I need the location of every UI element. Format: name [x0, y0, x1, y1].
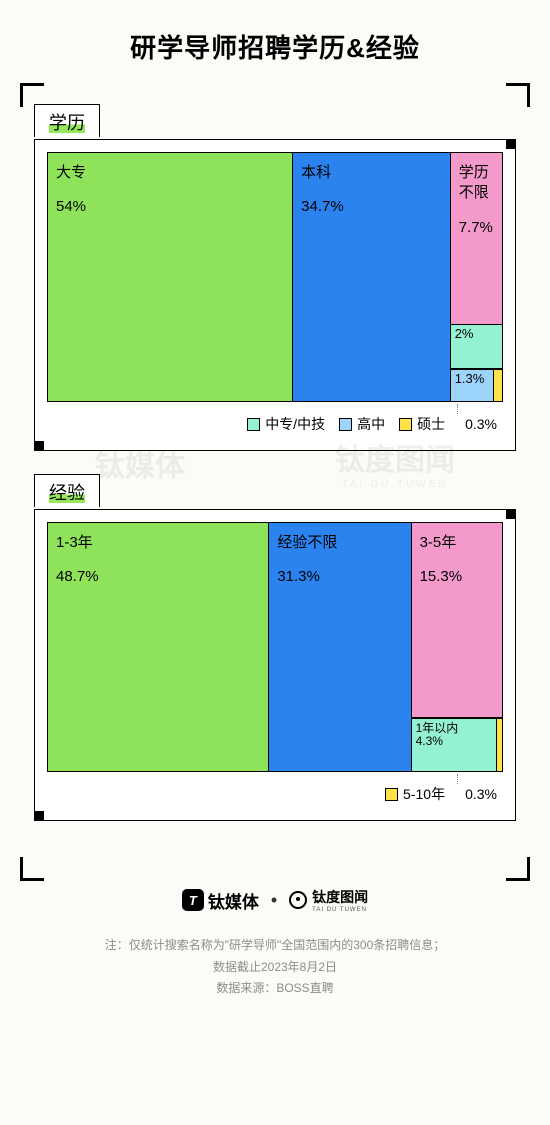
content-frame: 学历 大专 54% 本科 34.7%: [20, 83, 530, 881]
brand-logo-tuwen: 钛度图闻TAI DU TUWEN: [289, 887, 368, 913]
treemap-cell: 1年以内 4.3%: [412, 719, 496, 771]
panel-education: 学历 大专 54% 本科 34.7%: [34, 139, 516, 451]
legend-item: 高中: [339, 414, 385, 434]
treemap-cell: 1.3%: [451, 370, 493, 401]
brand-logo-titanium: T 钛媒体: [182, 888, 259, 913]
legend-item: 中专/中技: [247, 414, 325, 434]
brand-eye-icon: [289, 891, 307, 909]
corner-tr: [506, 83, 530, 107]
panel-experience: 经验 1-3年 48.7% 经验不限 31.3%: [34, 509, 516, 821]
treemap-cell: [493, 370, 502, 401]
treemap-cell: 经验不限 31.3%: [269, 523, 411, 771]
treemap-cell: 本科 34.7%: [293, 153, 451, 401]
legend-item: 5-10年: [385, 784, 445, 804]
legend-experience: 5-10年 0.3%: [47, 772, 503, 812]
treemap-cell: 1-3年 48.7%: [48, 523, 269, 771]
legend-trailing-value: 0.3%: [465, 416, 497, 432]
brand-badge-icon: T: [182, 889, 204, 911]
panel-label-experience: 经验: [34, 474, 100, 507]
legend-education: 中专/中技 高中 硕士 0.3%: [47, 402, 503, 442]
corner-bl: [20, 857, 44, 881]
page-title: 研学导师招聘学历&经验: [0, 0, 550, 83]
corner-br: [506, 857, 530, 881]
treemap-cell: [496, 719, 502, 771]
treemap-cell: 2%: [451, 325, 502, 369]
panel-dot: [34, 441, 44, 451]
panel-dot: [506, 509, 516, 519]
treemap-experience: 1-3年 48.7% 经验不限 31.3% 3-5年 15.3%: [47, 522, 503, 772]
treemap-cell: 3-5年 15.3%: [412, 523, 502, 718]
brand-row: T 钛媒体 • 钛度图闻TAI DU TUWEN: [0, 887, 550, 913]
treemap-cell: 大专 54%: [48, 153, 293, 401]
panel-dot: [506, 139, 516, 149]
treemap-education: 大专 54% 本科 34.7% 学历 不限 7.7%: [47, 152, 503, 402]
panel-dot: [34, 811, 44, 821]
treemap-cell: 学历 不限 7.7%: [451, 153, 502, 325]
brand-separator: •: [271, 890, 277, 911]
panel-label-education: 学历: [34, 104, 100, 137]
legend-item: 硕士: [399, 414, 445, 434]
footnote: 注：仅统计搜索名称为"研学导师"全国范围内的300条招聘信息； 数据截止2023…: [0, 935, 550, 1000]
legend-trailing-value: 0.3%: [465, 786, 497, 802]
